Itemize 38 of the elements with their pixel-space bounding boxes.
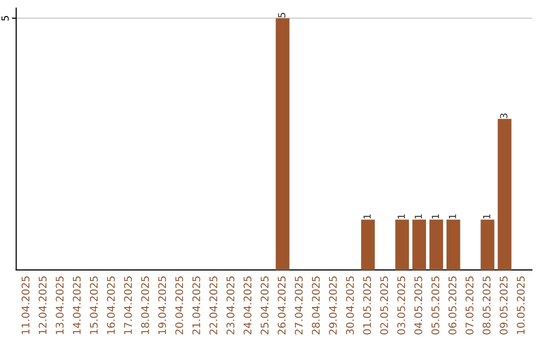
data-label: 3 bbox=[500, 114, 508, 118]
x-tick-label: 29.04.2025 bbox=[328, 276, 337, 334]
x-tick-label: 06.05.2025 bbox=[448, 276, 456, 334]
x-tick-label: 14.04.2025 bbox=[72, 276, 81, 334]
x-tick-label: 24.04.2025 bbox=[244, 276, 252, 334]
x-tick-label: 02.05.2025 bbox=[380, 276, 388, 334]
x-tick-label: 20.04.2025 bbox=[175, 276, 184, 334]
x-tick-label: 17.04.2025 bbox=[124, 276, 132, 334]
x-tick-label: 19.04.2025 bbox=[158, 276, 166, 334]
x-tick-label: 16.04.2025 bbox=[106, 276, 115, 334]
x-tick-label: 18.04.2025 bbox=[141, 276, 149, 334]
x-tick-label: 22.04.2025 bbox=[209, 276, 218, 334]
x-tick-label: 01.05.2025 bbox=[363, 276, 371, 334]
data-label: 5 bbox=[278, 12, 286, 18]
data-label: 1 bbox=[448, 214, 456, 219]
data-label: 1 bbox=[432, 214, 439, 219]
x-tick-label: 30.04.2025 bbox=[346, 276, 354, 334]
x-tick-label: 10.05.2025 bbox=[516, 276, 525, 334]
data-label: 1 bbox=[483, 214, 490, 219]
x-tick-label: 09.05.2025 bbox=[500, 276, 508, 334]
x-tick-label: 12.04.2025 bbox=[38, 276, 47, 334]
x-tick-label: 28.04.2025 bbox=[312, 276, 320, 334]
x-tick-label: 23.04.2025 bbox=[226, 276, 234, 334]
x-tick-label: 11.04.2025 bbox=[22, 276, 30, 334]
x-tick-label: 25.04.2025 bbox=[260, 276, 269, 334]
x-tick-label: 13.04.2025 bbox=[56, 276, 64, 334]
x-tick-label: 15.04.2025 bbox=[90, 276, 98, 334]
x-tick-label: 07.05.2025 bbox=[466, 276, 474, 334]
data-label: 1 bbox=[364, 214, 371, 219]
data-label: 1 bbox=[414, 214, 422, 219]
data-label: 1 bbox=[398, 214, 405, 219]
x-tick-label: 21.04.2025 bbox=[192, 276, 200, 334]
x-tick-label: 03.05.2025 bbox=[397, 276, 406, 334]
x-tick-label: 05.05.2025 bbox=[431, 276, 440, 334]
x-tick-label: 27.04.2025 bbox=[294, 276, 303, 334]
x-tick-label: 08.05.2025 bbox=[482, 276, 491, 334]
x-tick-label: 04.05.2025 bbox=[414, 276, 422, 334]
x-tick-label: 26.04.2025 bbox=[278, 276, 286, 334]
